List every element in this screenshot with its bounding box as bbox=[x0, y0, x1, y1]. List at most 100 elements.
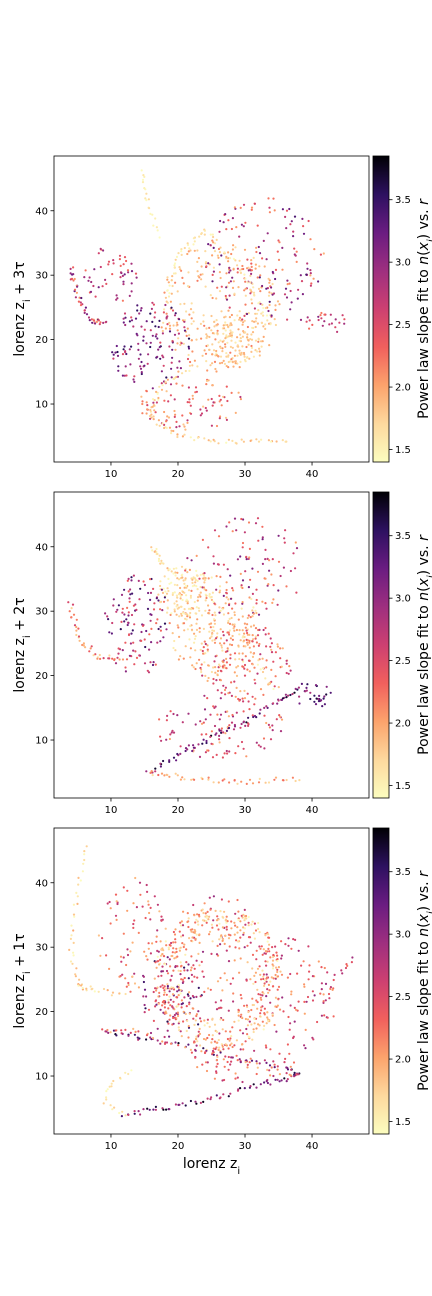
data-point bbox=[225, 228, 227, 230]
data-point bbox=[245, 1040, 247, 1042]
data-point bbox=[174, 262, 176, 264]
data-point bbox=[219, 730, 221, 732]
y-tick-label: 30 bbox=[35, 943, 48, 954]
data-point bbox=[269, 1083, 271, 1085]
data-point bbox=[207, 649, 209, 651]
data-point bbox=[277, 589, 279, 591]
data-point bbox=[210, 636, 212, 638]
data-point bbox=[264, 627, 266, 629]
data-point bbox=[282, 647, 284, 649]
data-point bbox=[224, 732, 226, 734]
data-point bbox=[193, 320, 195, 322]
data-point bbox=[134, 1110, 136, 1112]
data-point bbox=[235, 360, 237, 362]
data-point bbox=[188, 638, 190, 640]
data-point bbox=[219, 263, 221, 265]
colorbar-tick-label: 1.5 bbox=[395, 1117, 411, 1128]
data-point bbox=[205, 577, 207, 579]
data-point bbox=[285, 288, 287, 290]
data-point bbox=[224, 752, 226, 754]
data-point bbox=[262, 667, 264, 669]
data-point bbox=[258, 744, 260, 746]
data-point bbox=[134, 982, 136, 984]
data-point bbox=[191, 323, 193, 325]
data-point bbox=[218, 1047, 220, 1049]
data-point bbox=[252, 954, 254, 956]
data-point bbox=[232, 589, 234, 591]
data-point bbox=[218, 1032, 220, 1034]
data-point bbox=[223, 324, 225, 326]
data-point bbox=[228, 633, 230, 635]
data-point bbox=[247, 961, 249, 963]
data-point bbox=[235, 529, 237, 531]
data-point bbox=[212, 555, 214, 557]
data-point bbox=[255, 972, 257, 974]
data-point bbox=[80, 297, 82, 299]
data-point bbox=[244, 725, 246, 727]
data-point bbox=[132, 902, 134, 904]
data-point bbox=[175, 574, 177, 576]
data-point bbox=[125, 670, 127, 672]
data-point bbox=[162, 332, 164, 334]
data-point bbox=[175, 759, 177, 761]
data-point bbox=[204, 1051, 206, 1053]
data-point bbox=[266, 314, 268, 316]
data-point bbox=[222, 731, 224, 733]
data-point bbox=[77, 628, 79, 630]
data-point bbox=[294, 1007, 296, 1009]
data-point bbox=[90, 985, 92, 987]
data-point bbox=[265, 645, 267, 647]
data-point bbox=[179, 753, 181, 755]
data-point bbox=[252, 983, 254, 985]
data-point bbox=[110, 1104, 112, 1106]
data-point bbox=[193, 666, 195, 668]
data-point bbox=[283, 537, 285, 539]
data-point bbox=[178, 318, 180, 320]
data-point bbox=[237, 645, 239, 647]
data-point bbox=[70, 938, 72, 940]
data-point bbox=[201, 743, 203, 745]
data-point bbox=[210, 440, 212, 442]
data-point bbox=[196, 261, 198, 263]
data-point bbox=[248, 660, 250, 662]
data-point bbox=[243, 710, 245, 712]
data-point bbox=[194, 581, 196, 583]
data-point bbox=[189, 361, 191, 363]
data-point bbox=[224, 1055, 226, 1057]
data-point bbox=[175, 383, 177, 385]
data-point bbox=[210, 234, 212, 236]
data-point bbox=[210, 626, 212, 628]
data-point bbox=[223, 327, 225, 329]
data-point bbox=[187, 628, 189, 630]
data-point bbox=[241, 265, 243, 267]
data-point bbox=[196, 1066, 198, 1068]
data-point bbox=[183, 426, 185, 428]
data-point bbox=[210, 1041, 212, 1043]
data-point bbox=[220, 254, 222, 256]
data-point bbox=[262, 307, 264, 309]
data-point bbox=[259, 994, 261, 996]
data-point bbox=[267, 232, 269, 234]
data-point bbox=[196, 662, 198, 664]
data-point bbox=[175, 421, 177, 423]
data-point bbox=[93, 268, 95, 270]
data-point bbox=[145, 1038, 147, 1040]
data-point bbox=[113, 1107, 115, 1109]
data-point bbox=[214, 1041, 216, 1043]
data-point bbox=[174, 941, 176, 943]
data-point bbox=[274, 1079, 276, 1081]
data-point bbox=[211, 633, 213, 635]
data-point bbox=[256, 350, 258, 352]
data-point bbox=[202, 650, 204, 652]
data-point bbox=[203, 661, 205, 663]
data-point bbox=[196, 1040, 198, 1042]
data-point bbox=[209, 736, 211, 738]
data-point bbox=[269, 726, 271, 728]
data-point bbox=[255, 326, 257, 328]
data-point bbox=[76, 292, 78, 294]
data-point bbox=[219, 251, 221, 253]
data-point bbox=[232, 635, 234, 637]
data-point bbox=[176, 753, 178, 755]
data-point bbox=[166, 276, 168, 278]
data-point bbox=[191, 302, 193, 304]
